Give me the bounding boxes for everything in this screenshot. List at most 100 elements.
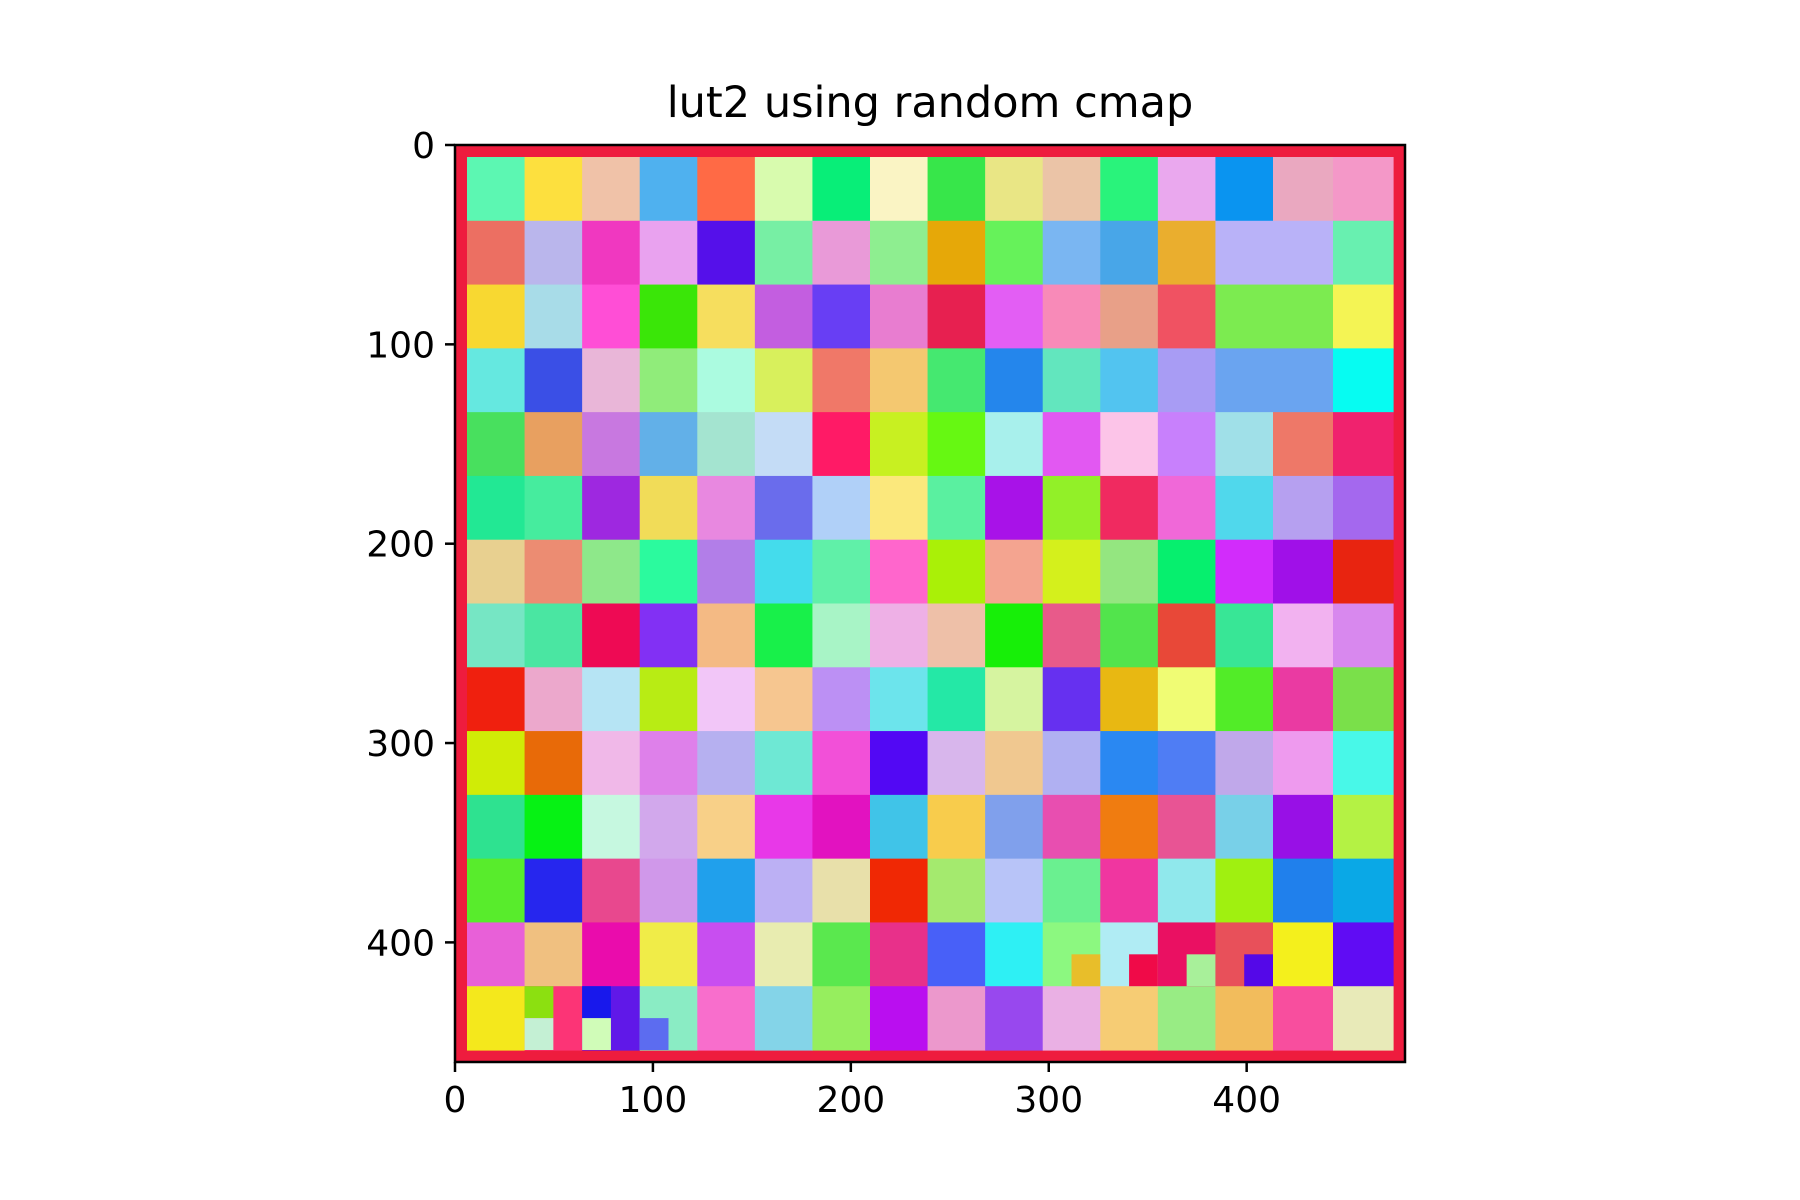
- heatmap-cell: [1333, 667, 1394, 732]
- heatmap-cell: [582, 667, 641, 732]
- heatmap-cell: [697, 667, 756, 732]
- heatmap-cell: [927, 986, 986, 1051]
- heatmap-cell: [1333, 412, 1394, 477]
- heatmap-cell: [985, 986, 1044, 1051]
- heatmap-cell: [697, 603, 756, 668]
- heatmap-cell: [697, 412, 756, 477]
- heatmap-cell: [985, 157, 1044, 222]
- chart-title: lut2 using random cmap: [667, 78, 1194, 128]
- heatmap-cell: [985, 348, 1044, 413]
- heatmap-cell: [697, 348, 756, 413]
- heatmap-cell: [1157, 986, 1217, 1051]
- heatmap-cell: [1042, 603, 1101, 668]
- y-tick-label: 0: [412, 126, 435, 167]
- heatmap-cell: [639, 667, 698, 732]
- heatmap-cell: [639, 858, 698, 924]
- heatmap-cell: [1042, 157, 1101, 222]
- heatmap-cell: [639, 412, 698, 477]
- heatmap-cell: [1157, 348, 1217, 413]
- heatmap-cell: [985, 475, 1044, 541]
- heatmap-cell: [467, 412, 526, 477]
- heatmap-cell: [1157, 794, 1217, 860]
- heatmap-cell: [1100, 667, 1159, 732]
- heatmap-cell: [639, 220, 698, 286]
- heatmap-cell: [870, 348, 929, 413]
- heatmap-cell: [467, 922, 526, 987]
- heatmap-cell: [870, 220, 929, 286]
- heatmap-cell: [1186, 954, 1216, 987]
- heatmap-cell: [1333, 794, 1394, 860]
- x-tick-label: 100: [619, 1080, 688, 1121]
- heatmap-cell: [1215, 539, 1274, 605]
- heatmap-cell: [870, 922, 929, 987]
- heatmap-cell: [754, 220, 814, 286]
- heatmap-cell: [1273, 475, 1334, 541]
- heatmap-cell: [467, 539, 526, 605]
- heatmap-cell: [1215, 603, 1274, 668]
- heatmap-cell: [754, 157, 814, 222]
- heatmap-cell: [927, 475, 986, 541]
- heatmap-cell: [1333, 475, 1394, 541]
- heatmap-cell: [697, 858, 756, 924]
- heatmap-cell: [582, 1018, 611, 1050]
- heatmap-cell: [985, 794, 1044, 860]
- heatmap-cell: [1100, 475, 1159, 541]
- heatmap-cell: [754, 794, 814, 860]
- heatmap-cell: [697, 731, 756, 796]
- heatmap-cell: [812, 284, 871, 349]
- heatmap-cell: [927, 412, 986, 477]
- heatmap-cell: [1100, 157, 1159, 222]
- heatmap-cell: [524, 475, 583, 541]
- heatmap-cell: [1100, 794, 1159, 860]
- plot-frame: [453, 143, 1407, 1064]
- heatmap-cell: [1157, 284, 1217, 349]
- heatmap-cell: [1273, 922, 1334, 987]
- heatmap-cell: [1333, 603, 1394, 668]
- heatmap-cell: [1157, 667, 1217, 732]
- x-tick-label: 200: [816, 1080, 885, 1121]
- heatmap-cell: [639, 475, 698, 541]
- heatmap-cell: [582, 922, 641, 987]
- heatmap-cell: [1333, 348, 1394, 413]
- heatmap-cell: [1333, 986, 1394, 1051]
- heatmap-cell: [1071, 954, 1101, 987]
- heatmap-cell: [927, 731, 986, 796]
- heatmap-cell: [985, 922, 1044, 987]
- heatmap-cell: [812, 412, 871, 477]
- heatmap-cell: [927, 157, 986, 222]
- heatmap-cell: [812, 220, 871, 286]
- heatmap-cell: [1042, 284, 1101, 349]
- heatmap-cell: [812, 667, 871, 732]
- heatmap-cell: [639, 794, 698, 860]
- heatmap-cell: [1042, 986, 1101, 1051]
- heatmap-cell: [1042, 539, 1101, 605]
- heatmap-cell: [1100, 220, 1159, 286]
- heatmap-cell: [1273, 986, 1334, 1051]
- heatmap-cell: [1100, 539, 1159, 605]
- heatmap-cell: [1273, 412, 1334, 477]
- heatmap-cell: [1100, 986, 1159, 1051]
- heatmap-cell: [1333, 922, 1394, 987]
- x-tick-label: 0: [444, 1080, 467, 1121]
- heatmap-cell: [697, 539, 756, 605]
- heatmap-cell: [524, 603, 583, 668]
- heatmap-cell: [1215, 220, 1274, 286]
- heatmap-cell: [697, 922, 756, 987]
- heatmap-cell: [639, 603, 698, 668]
- heatmap-cell: [870, 858, 929, 924]
- heatmap-cell: [639, 348, 698, 413]
- heatmap-cell: [1157, 475, 1217, 541]
- heatmap-cell: [985, 667, 1044, 732]
- heatmap-cell: [927, 858, 986, 924]
- heatmap-cell: [812, 731, 871, 796]
- heatmap-cell: [582, 731, 641, 796]
- heatmap-cell: [639, 1018, 669, 1050]
- heatmap-cell: [697, 986, 756, 1051]
- heatmap-cell: [754, 858, 814, 924]
- heatmap-cell: [639, 539, 698, 605]
- heatmap-cell: [524, 858, 583, 924]
- heatmap-cell: [1157, 858, 1217, 924]
- heatmap-cell: [582, 475, 641, 541]
- y-tick-label: 200: [366, 525, 435, 566]
